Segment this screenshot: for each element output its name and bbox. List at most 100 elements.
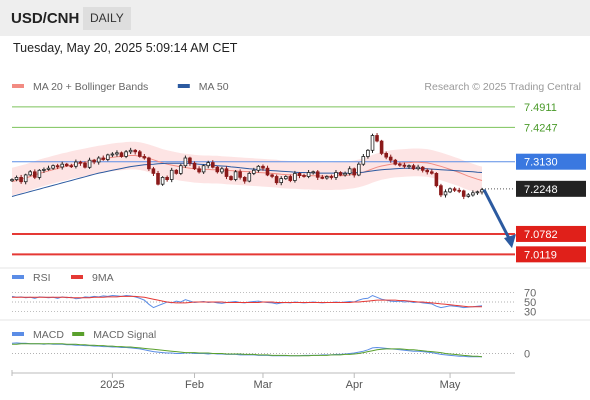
candle (402, 164, 407, 167)
legend-swatch-0 (12, 84, 24, 88)
candle (379, 140, 384, 154)
rsi-legend-swatch-1 (71, 275, 83, 279)
candle (19, 176, 23, 183)
candle (14, 176, 19, 180)
forecast-arrow-head (504, 234, 516, 249)
legend-swatch-1 (177, 84, 190, 88)
candle (220, 168, 224, 173)
macd-signal-line (12, 343, 483, 358)
time-tick-label: 2025 (100, 379, 124, 391)
candle (429, 171, 434, 174)
candle (302, 175, 306, 177)
resistance-label: 7.4247 (524, 122, 558, 134)
candle (183, 157, 188, 167)
candle (74, 161, 78, 167)
candle (261, 165, 265, 169)
candle (124, 151, 128, 157)
candle (461, 190, 466, 197)
candle (142, 156, 147, 159)
rsi-legend-label-1: 9MA (92, 272, 114, 284)
candle (242, 176, 247, 182)
candle (64, 163, 69, 167)
candle (443, 191, 448, 196)
candle (452, 188, 457, 191)
candle (366, 149, 370, 157)
time-tick-label: Apr (346, 379, 363, 391)
candle (388, 156, 393, 161)
candle (270, 174, 274, 177)
candle (288, 176, 293, 181)
candle (238, 171, 242, 178)
support-label-bg (516, 225, 586, 242)
rsi-legend-swatch-0 (12, 275, 24, 279)
timeframe-badge[interactable]: DAILY (83, 7, 131, 30)
candle (55, 165, 60, 168)
candle (457, 189, 461, 192)
candle (174, 169, 179, 174)
chart-header: USD/CNH DAILY (0, 0, 590, 36)
candle (115, 152, 119, 155)
candle (110, 153, 115, 156)
macd-legend-label-0: MACD (33, 329, 64, 341)
candle (10, 179, 14, 182)
symbol-title: USD/CNH (11, 10, 80, 27)
candle (370, 135, 375, 151)
candle (251, 169, 256, 174)
forecast-arrow-shaft (482, 189, 512, 241)
legend-label-0: MA 20 + Bollinger Bands (33, 81, 148, 93)
candle (439, 185, 443, 196)
candle (160, 176, 165, 185)
macd-legend-swatch-0 (12, 332, 24, 336)
support-label: 7.0119 (524, 249, 557, 261)
candle (420, 166, 425, 171)
candle (92, 159, 96, 163)
candle (306, 172, 311, 177)
time-tick-label: Feb (185, 379, 204, 391)
price-panel: MA 20 + Bollinger Bands MA 50 Research © 2… (10, 81, 586, 263)
legend-label-1: MA 50 (199, 81, 229, 93)
candle (37, 169, 42, 178)
candle (83, 162, 87, 168)
pivot-label-bg (516, 153, 586, 170)
rsi-ma-line (12, 295, 482, 308)
rsi-reference-label: 30 (524, 306, 536, 318)
candle (448, 188, 452, 193)
rsi-reference-label: 50 (524, 297, 536, 309)
candle (256, 165, 261, 171)
rsi-reference-label: 70 (524, 288, 536, 300)
time-tick-label: May (440, 379, 461, 391)
macd-zero-label: 0 (524, 349, 530, 361)
support-label-bg (516, 246, 586, 263)
candle (33, 171, 37, 178)
candle (169, 169, 174, 180)
candle (119, 152, 124, 157)
rsi-legend-label-0: RSI (33, 272, 51, 284)
support-label: 7.0782 (524, 229, 558, 241)
last-label-bg (516, 180, 586, 197)
candle (215, 166, 220, 173)
candle (96, 157, 101, 163)
candle (466, 194, 471, 197)
candle (229, 176, 233, 180)
last-label: 7.2248 (524, 184, 558, 196)
candle (283, 176, 288, 180)
candle (279, 178, 283, 184)
candle (23, 174, 28, 183)
candle (188, 157, 192, 164)
macd-panel: MACD MACD Signal 0 (0, 319, 590, 361)
macd-legend-swatch-1 (72, 332, 85, 336)
candle (78, 161, 83, 164)
candle (315, 171, 320, 178)
candle (46, 167, 51, 170)
candle (293, 172, 297, 181)
candle (224, 168, 229, 177)
candle (60, 163, 64, 168)
candle (384, 152, 388, 158)
candle (156, 172, 160, 185)
candle (347, 168, 352, 174)
candle (192, 162, 197, 170)
candle (338, 172, 343, 176)
ma50-line (11, 162, 483, 197)
candle (393, 159, 398, 165)
